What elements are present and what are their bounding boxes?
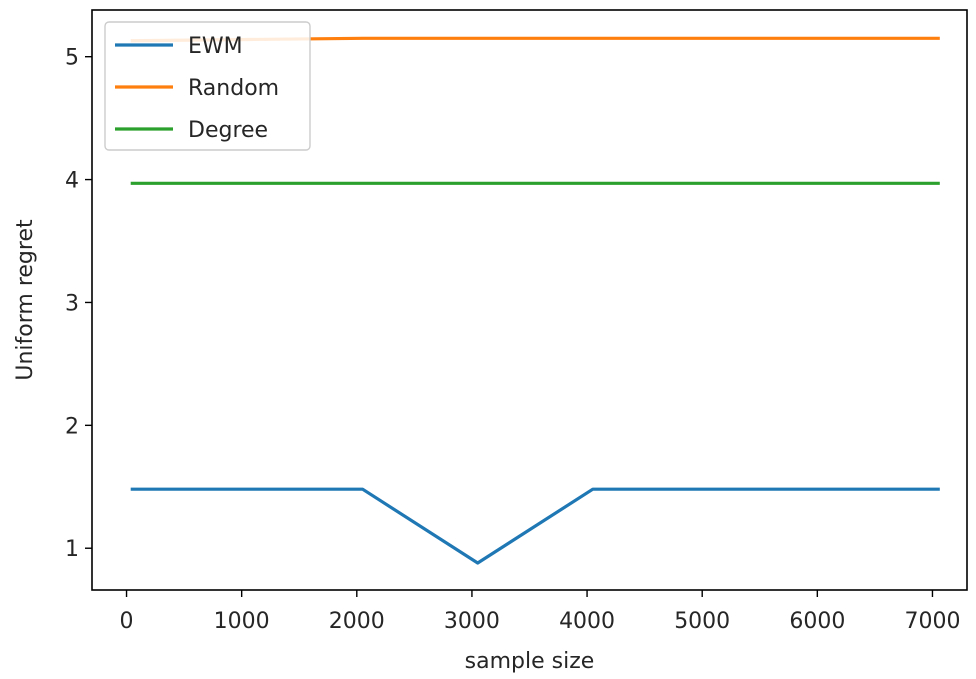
x-tick-label: 1000	[214, 609, 270, 634]
legend-box	[104, 21, 311, 151]
legend-label-degree: Degree	[188, 118, 268, 143]
legend-label-ewm: EWM	[188, 34, 243, 59]
legend: EWM Random Degree	[104, 21, 311, 151]
y-tick-label: 2	[65, 414, 79, 439]
y-axis-label: Uniform regret	[13, 219, 38, 381]
y-axis-ticks: 1 2 3 4 5	[65, 46, 92, 562]
y-tick-label: 5	[65, 46, 79, 71]
x-tick-label: 7000	[904, 609, 960, 634]
x-axis-label: sample size	[465, 649, 595, 674]
x-tick-label: 3000	[444, 609, 500, 634]
plot-area-frame	[91, 9, 968, 591]
y-tick-label: 1	[65, 537, 79, 562]
x-tick-label: 5000	[674, 609, 730, 634]
x-tick-label: 0	[120, 609, 134, 634]
x-axis-ticks: 0 1000 2000 3000 4000 5000 6000 7000	[120, 590, 960, 634]
x-tick-label: 4000	[559, 609, 615, 634]
series-line-ewm	[130, 487, 940, 565]
x-tick-label: 2000	[329, 609, 385, 634]
legend-label-random: Random	[188, 76, 279, 101]
y-tick-label: 4	[65, 169, 79, 194]
y-tick-label: 3	[65, 291, 79, 316]
x-tick-label: 6000	[789, 609, 845, 634]
